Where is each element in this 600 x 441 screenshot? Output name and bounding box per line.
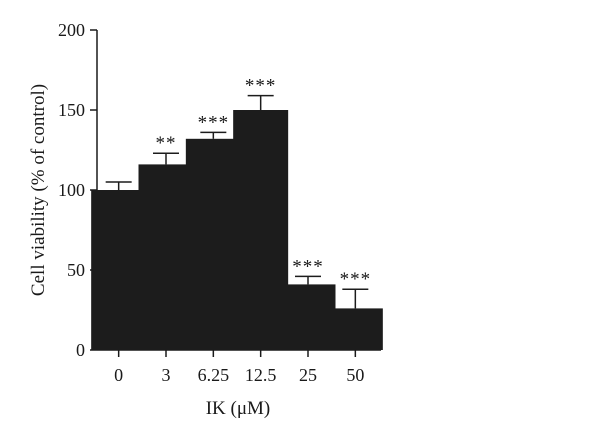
bar-0 bbox=[91, 190, 147, 350]
y-tick-label: 150 bbox=[58, 100, 85, 120]
bar-12.5 bbox=[233, 110, 289, 350]
significance-marker-12.5: *** bbox=[245, 76, 277, 97]
significance-marker-6.25: *** bbox=[198, 112, 230, 133]
significance-group: ************** bbox=[156, 76, 372, 291]
x-tick-label: 50 bbox=[346, 365, 364, 385]
x-tick-label: 6.25 bbox=[198, 365, 230, 385]
bar-50 bbox=[327, 308, 383, 350]
x-tick-label: 12.5 bbox=[245, 365, 277, 385]
y-tick-label: 200 bbox=[58, 20, 85, 40]
bar-6.25 bbox=[185, 138, 241, 350]
x-tick-label: 25 bbox=[299, 365, 317, 385]
y-tick-label: 50 bbox=[67, 260, 85, 280]
y-axis: 0 50 100 150 200 bbox=[58, 20, 98, 360]
y-tick-label: 100 bbox=[58, 180, 85, 200]
significance-marker-50: *** bbox=[340, 269, 372, 290]
bars-group bbox=[91, 110, 383, 350]
x-tick-label: 0 bbox=[114, 365, 123, 385]
bar-3 bbox=[138, 164, 194, 350]
bar-25 bbox=[280, 284, 336, 350]
x-axis: 0 3 6.25 12.5 25 50 bbox=[97, 349, 381, 385]
x-axis-title: IK (μM) bbox=[206, 398, 271, 419]
significance-marker-3: ** bbox=[156, 133, 177, 154]
significance-marker-25: *** bbox=[292, 256, 324, 277]
error-bars-group bbox=[105, 94, 369, 309]
y-tick-label: 0 bbox=[76, 340, 85, 360]
x-tick-label: 3 bbox=[162, 365, 171, 385]
y-axis-title: Cell viability (% of control) bbox=[28, 84, 49, 296]
